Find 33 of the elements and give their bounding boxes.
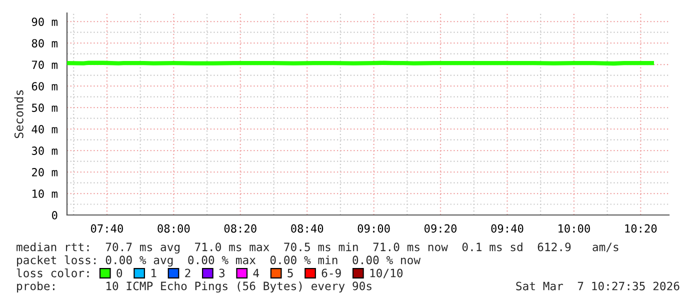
legend-label: 10/10 — [370, 268, 403, 278]
legend-label: 5 — [288, 268, 293, 278]
legend-label: 3 — [219, 268, 225, 278]
y-tick-label: 20 m — [32, 168, 58, 176]
text: probe: 10 ICMP Echo Pings (56 Bytes) every 90s — [17, 281, 372, 293]
x-tick-label: 10:20 — [625, 224, 657, 233]
x-tick-label: 09:00 — [358, 224, 390, 233]
x-tick-label: 08:00 — [158, 224, 190, 233]
y-tick-label: 60 m — [32, 82, 58, 90]
text: packet loss: 0.00 % avg 0.00 % max 0.00 % min 0.00 % now — [17, 255, 421, 267]
y-tick-label: 10 m — [32, 190, 58, 198]
y-tick-label: 70 m — [32, 60, 58, 69]
y-tick-label: 30 m — [32, 146, 58, 155]
text: Sat Mar 7 10:27:35 2026 — [516, 282, 680, 290]
y-axis-title: Seconds — [14, 90, 24, 138]
text: median rtt: 70.7 ms avg 71.0 ms max 70.5 ms min 71.0 ms now 0.1 ms sd 612.9 am/s — [16, 242, 618, 254]
y-tick-label: 40 m — [32, 125, 58, 134]
legend-label: 6-9 — [322, 268, 341, 278]
legend-label: 4 — [253, 268, 260, 278]
x-tick-label: 07:40 — [90, 224, 123, 233]
legend-label: 1 — [152, 268, 156, 278]
y-tick-label: 50 m — [32, 104, 58, 112]
legend-label: 2 — [185, 268, 190, 278]
x-tick-label: 08:40 — [291, 224, 324, 233]
legend-label: 0 — [116, 268, 122, 278]
y-tick-label: 0 — [52, 211, 58, 220]
x-tick-label: 10:00 — [558, 224, 590, 233]
y-tick-label: 80 m — [32, 39, 58, 48]
x-tick-label: 08:20 — [224, 224, 256, 233]
x-tick-label: 09:40 — [491, 224, 524, 233]
x-tick-label: 09:20 — [424, 224, 457, 233]
legend-title: loss color: — [16, 268, 89, 278]
y-tick-label: 90 m — [32, 18, 58, 26]
